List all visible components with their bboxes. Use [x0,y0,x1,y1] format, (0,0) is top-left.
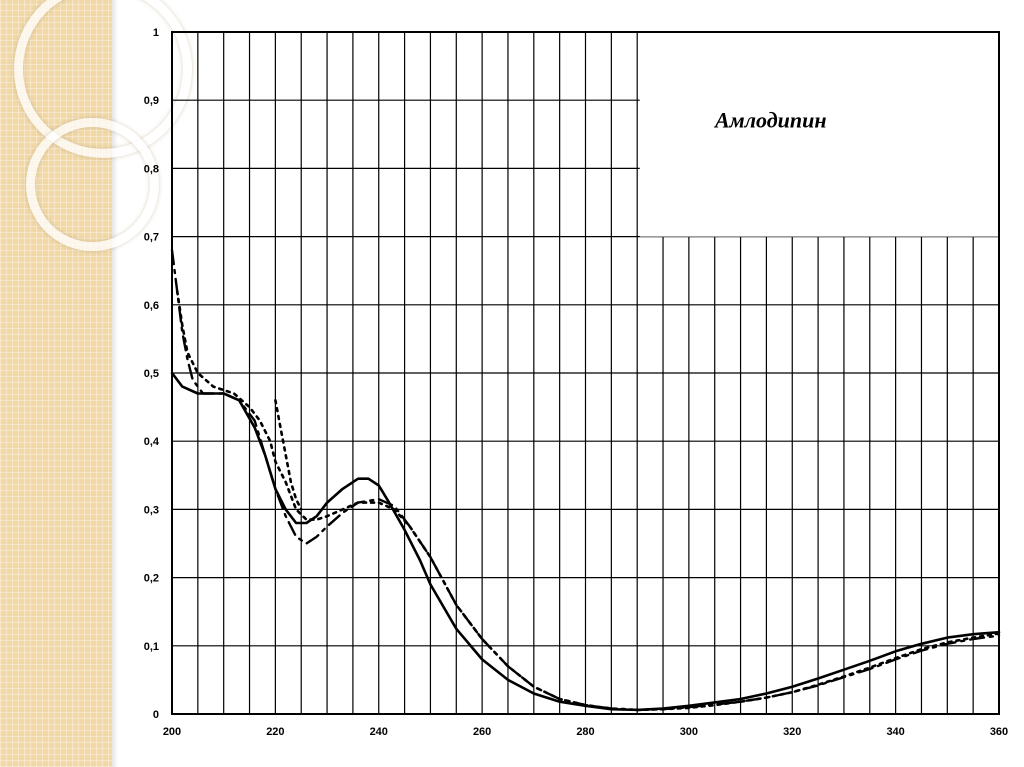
x-tick-label: 300 [680,726,698,738]
x-tick-label: 360 [990,726,1008,738]
y-tick-label: 0,9 [144,95,159,107]
decorative-ring-bottom [26,118,159,251]
chart-title: Амлодипин [713,107,827,132]
y-tick-label: 0,5 [144,368,159,380]
y-tick-label: 0,6 [144,300,159,312]
x-tick-label: 240 [370,726,388,738]
y-tick-label: 1 [153,27,159,39]
y-tick-label: 0,3 [144,504,159,516]
x-tick-label: 280 [576,726,594,738]
y-tick-label: 0,4 [144,436,160,448]
x-axis-ticks: 200 220 240 260 280 300 320 340 360 [163,726,1008,738]
series-line-4 [274,399,303,511]
x-tick-label: 340 [886,726,904,738]
y-tick-label: 0,8 [144,163,159,175]
series-layer [170,249,1001,712]
plot-frame [171,31,1000,715]
y-axis-ticks: 0 0,1 0,2 0,3 0,4 0,5 0,6 0,7 0,8 0,9 1 [144,27,160,721]
x-tick-label: 260 [473,726,491,738]
x-tick-label: 320 [783,726,801,738]
x-tick-label: 220 [266,726,284,738]
y-tick-label: 0,1 [144,641,159,653]
series-line-3 [175,289,1001,712]
y-tick-label: 0 [153,709,159,721]
title-box [639,33,998,237]
y-tick-label: 0,7 [144,232,159,244]
side-panel-shadow [112,0,118,767]
x-tick-label: 200 [163,726,181,738]
y-tick-label: 0,2 [144,573,159,585]
